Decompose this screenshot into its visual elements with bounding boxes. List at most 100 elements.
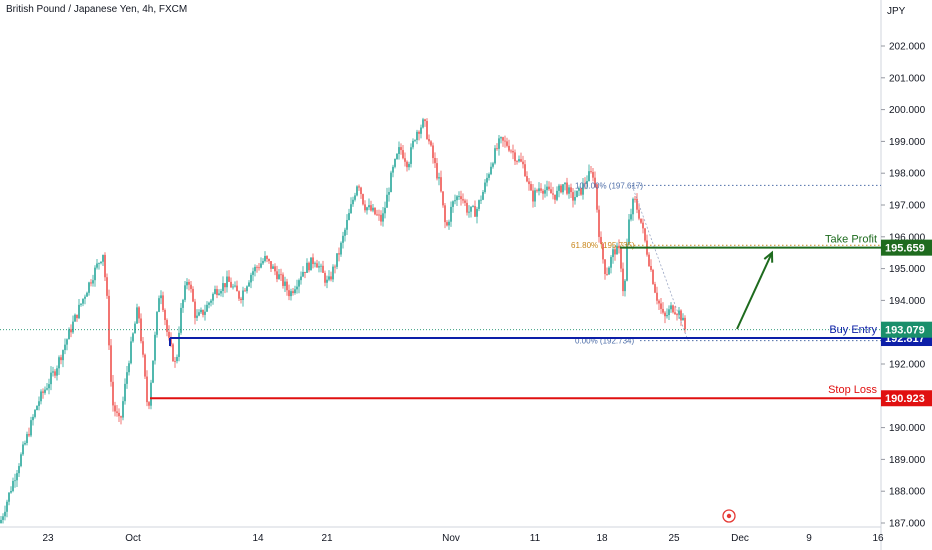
fib-level-label: 61.80% (195.735) [571,241,635,250]
candle-body [258,267,260,269]
candle-body [472,206,474,207]
candle-body [380,214,382,222]
candle-body [28,434,30,436]
stop-loss-badge [881,390,932,407]
candle-body [540,188,542,191]
candle-body [632,198,634,215]
candle-body [566,182,568,194]
candle-body [622,268,624,292]
candle-body [526,176,528,182]
time-tick-label: Nov [442,533,460,544]
candle-body [656,292,658,301]
candle-body [674,312,676,315]
candle-body [614,249,616,255]
candle-body [148,402,150,406]
candle-body [442,191,444,206]
candle-body [606,274,608,275]
candle-body [332,266,334,280]
candle-body [6,501,8,512]
candle-body [278,274,280,280]
candle-body [576,190,578,198]
candle-body [580,188,582,195]
candle-body [172,344,174,362]
candle-body [644,228,646,241]
candle-body [464,200,466,203]
candle-body [524,164,526,177]
candle-body [246,286,248,292]
candle-body [292,291,294,294]
fibonacci-levels: 100.00% (197.617) 61.80% (195.735) 0.00% (… [571,181,881,346]
candle-body [642,222,644,229]
take-profit-badge [881,239,932,256]
candle-body [406,161,408,168]
candle-body [676,314,678,316]
candle-body [434,157,436,164]
candle-body [8,492,10,502]
price-tick-label: 187.000 [889,519,926,530]
fib-level-label: 100.00% (197.617) [575,181,643,190]
candle-body [392,166,394,173]
candle-body [254,266,256,272]
candle-body [220,291,222,294]
candle-body [126,372,128,384]
candle-body [56,368,58,376]
candle-body [344,229,346,236]
candle-body [420,127,422,134]
candle-body [58,357,60,369]
candle-body [32,416,34,421]
candle-body [570,187,572,193]
candle-body [506,141,508,146]
candle-body [348,213,350,221]
chart-title: British Pound / Japanese Yen, 4h, FXCM [6,4,188,15]
candle-body [162,295,164,311]
candle-body [4,511,6,517]
candle-body [440,177,442,192]
candle-body [450,206,452,222]
candle-body [340,242,342,255]
candle-body [404,158,406,162]
candle-body [112,381,114,406]
candle-body [640,218,642,223]
candle-body [78,304,80,319]
candle-body [260,263,262,268]
candle-body [504,140,506,142]
price-axis[interactable]: 202.000 201.000 200.000 199.000 198.000 197.0… [881,42,926,530]
candle-body [514,152,516,162]
time-tick-label: 18 [596,533,608,544]
price-tick-label: 192.000 [889,360,926,371]
candle-body [528,181,530,185]
candle-body [88,282,90,293]
candle-body [86,292,88,297]
candle-body [650,265,652,270]
candle-body [354,195,356,200]
candle-body [36,405,38,410]
candle-body [522,161,524,165]
projection-arrow-head [763,250,774,263]
candle-body [384,207,386,214]
candle-body [484,182,486,193]
candle-body [552,193,554,195]
time-axis[interactable]: 23 Oct 14 21 Nov 11 18 25 Dec 9 16 [42,533,884,544]
candle-body [16,473,18,481]
candle-body [0,519,2,523]
candle-body [660,303,662,309]
candle-body [256,266,258,268]
candle-body [270,261,272,269]
candle-body [534,190,536,202]
candle-body [446,222,448,226]
candle-body [176,356,178,362]
candle-body [608,267,610,275]
currency-label[interactable]: JPY [887,6,906,17]
candle-body [106,277,108,296]
candle-body [268,258,270,262]
candle-body [474,206,476,217]
candle-body [30,420,32,436]
candle-body [68,329,70,340]
event-marker-icon[interactable] [722,509,736,523]
candle-body [146,376,148,403]
candles [0,117,686,524]
candle-body [456,196,458,201]
candle-body [468,211,470,213]
